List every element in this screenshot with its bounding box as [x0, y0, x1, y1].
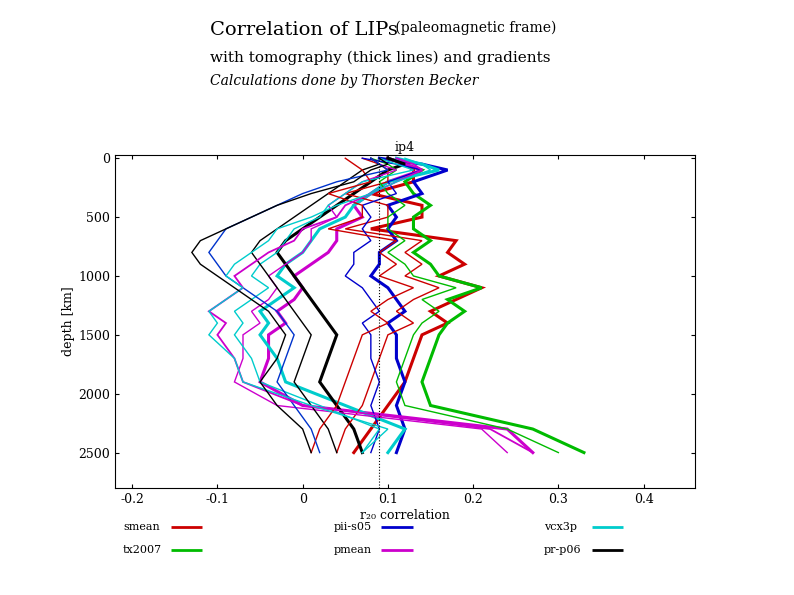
Text: tx2007: tx2007: [123, 546, 162, 555]
Text: Calculations done by Thorsten Becker: Calculations done by Thorsten Becker: [210, 74, 479, 89]
Text: (paleomagnetic frame): (paleomagnetic frame): [391, 21, 557, 35]
Text: with tomography (thick lines) and gradients: with tomography (thick lines) and gradie…: [210, 51, 551, 65]
Text: vcx3p: vcx3p: [544, 522, 577, 531]
X-axis label: r₂₀ correlation: r₂₀ correlation: [360, 509, 450, 522]
Text: smean: smean: [123, 522, 160, 531]
Text: Correlation of LIPs: Correlation of LIPs: [210, 21, 399, 39]
Title: ip4: ip4: [395, 140, 415, 154]
Y-axis label: depth [km]: depth [km]: [63, 286, 75, 356]
Text: pmean: pmean: [333, 546, 372, 555]
Text: pii-s05: pii-s05: [333, 522, 372, 531]
Text: pr-p06: pr-p06: [544, 546, 581, 555]
